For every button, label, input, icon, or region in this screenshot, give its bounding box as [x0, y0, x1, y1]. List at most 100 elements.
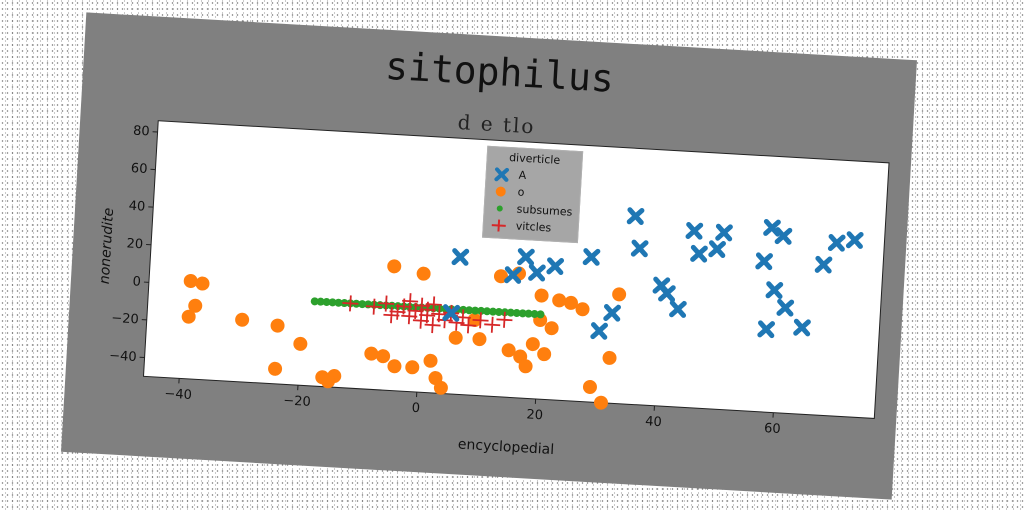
- data-point-o: [183, 273, 198, 288]
- data-point-a: [658, 284, 676, 303]
- data-point-subsumes: [477, 306, 486, 315]
- data-point-a: [603, 303, 621, 322]
- data-point-a: [763, 218, 781, 237]
- legend-item-o: o: [489, 182, 576, 204]
- x-tick-label: 0: [411, 401, 420, 416]
- legend-label-vitcles: vitcles: [515, 219, 552, 235]
- data-point-o: [188, 298, 203, 313]
- data-point-subsumes: [524, 309, 533, 318]
- data-point-a: [715, 223, 733, 242]
- data-point-a: [442, 304, 461, 322]
- data-point-vitcles: [472, 312, 489, 329]
- data-point-subsumes: [518, 309, 527, 318]
- legend-item-vitcles: vitcles: [487, 216, 574, 238]
- data-point-subsumes: [483, 307, 492, 316]
- y-tick-label: 60: [130, 161, 147, 177]
- data-point-subsumes: [494, 307, 503, 316]
- data-point-o: [448, 330, 463, 345]
- y-tick-label: −20: [111, 311, 139, 328]
- data-point-o: [235, 312, 250, 327]
- data-point-a: [630, 239, 649, 258]
- data-point-subsumes: [328, 298, 337, 307]
- data-point-o: [321, 374, 336, 389]
- data-point-o: [387, 259, 402, 274]
- x-axis-label: encyclopedial: [457, 436, 555, 459]
- x-tick-label: 20: [526, 407, 543, 423]
- data-point-subsumes: [322, 298, 331, 307]
- data-point-vitcles: [425, 296, 442, 313]
- data-point-o: [423, 353, 438, 368]
- data-point-o: [612, 287, 627, 302]
- data-point-vitcles: [424, 317, 441, 334]
- data-point-o: [195, 276, 210, 291]
- data-point-o: [534, 288, 549, 303]
- data-point-o: [575, 302, 590, 317]
- legend-marker-circle-icon: [495, 186, 506, 197]
- data-point-vitcles: [460, 317, 477, 334]
- data-point-subsumes: [488, 307, 497, 316]
- data-point-o: [433, 380, 448, 395]
- data-point-a: [504, 266, 522, 284]
- x-tick-label: −20: [283, 393, 311, 410]
- plot-frame: [142, 120, 890, 419]
- data-point-a: [814, 255, 833, 274]
- data-point-vitcles: [383, 307, 400, 324]
- legend-label-a: A: [518, 168, 527, 182]
- data-point-subsumes: [334, 298, 343, 307]
- data-point-a: [793, 318, 811, 337]
- data-point-o: [387, 359, 402, 374]
- data-point-o: [518, 359, 533, 374]
- data-point-subsumes: [506, 308, 515, 317]
- y-tick-label: 80: [133, 124, 150, 140]
- y-tick-label: −40: [109, 348, 137, 365]
- data-point-a: [845, 231, 864, 249]
- data-point-a: [765, 281, 784, 299]
- legend-marker-dot-icon: [496, 205, 503, 212]
- data-point-a: [827, 233, 846, 252]
- data-point-o: [472, 332, 487, 347]
- data-point-subsumes: [310, 297, 319, 306]
- data-point-a: [669, 300, 687, 318]
- data-point-o: [293, 336, 308, 351]
- data-point-vitcles: [496, 311, 513, 328]
- data-point-o: [416, 266, 431, 281]
- data-point-vitcles: [484, 316, 501, 333]
- data-point-o: [544, 321, 559, 336]
- data-point-subsumes: [471, 306, 480, 315]
- y-axis-label: nonerudite: [96, 207, 118, 285]
- data-point-o: [405, 360, 420, 375]
- plot-area: −40 −20 0 20 40 60 −40 −20 0 20 40 60 80 diverticle …: [109, 120, 890, 437]
- data-point-a: [451, 248, 470, 266]
- data-point-a: [546, 257, 565, 276]
- data-point-o: [563, 295, 578, 310]
- legend-marker-plus-icon: [491, 218, 506, 232]
- data-point-o: [593, 395, 608, 410]
- data-point-o: [270, 318, 285, 333]
- data-point-a: [517, 248, 535, 266]
- data-point-subsumes: [465, 306, 474, 315]
- data-point-o: [181, 309, 196, 324]
- data-point-o: [364, 346, 379, 361]
- y-tick-label: 40: [128, 199, 145, 215]
- legend-item-a: A: [490, 165, 577, 187]
- data-point-a: [708, 240, 726, 258]
- data-point-o: [537, 347, 552, 362]
- data-point-a: [757, 320, 776, 339]
- data-point-vitcles: [378, 295, 395, 312]
- data-point-vitcles: [402, 293, 419, 310]
- data-point-o: [602, 350, 617, 365]
- data-point-subsumes: [512, 308, 521, 317]
- legend-item-subsumes: subsumes: [488, 199, 575, 221]
- data-point-a: [590, 322, 608, 340]
- data-point-a: [755, 252, 773, 271]
- data-point-vitcles: [342, 295, 359, 312]
- x-tick-label: 60: [764, 421, 781, 437]
- data-point-a: [776, 298, 795, 317]
- data-point-o: [552, 293, 567, 308]
- data-point-a: [774, 227, 793, 245]
- x-tick-label: −40: [164, 387, 192, 404]
- legend-label-o: o: [517, 185, 525, 199]
- y-tick-label: 20: [126, 236, 143, 252]
- x-tick-label: 40: [645, 414, 662, 430]
- legend-label-subsumes: subsumes: [516, 202, 573, 219]
